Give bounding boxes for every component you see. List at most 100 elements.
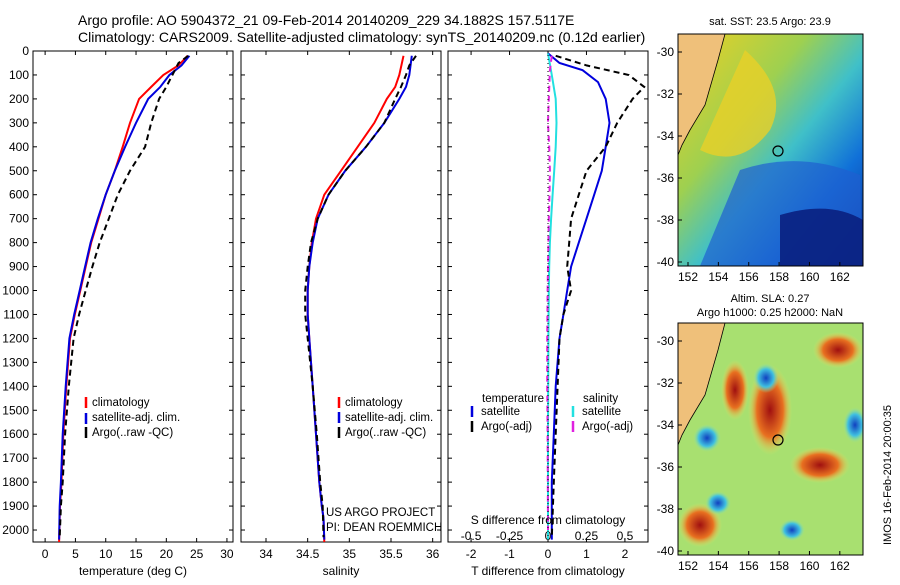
x-tick-label: 15 (129, 547, 143, 561)
lon-tick-label: 158 (769, 270, 789, 284)
imos-timestamp: IMOS 16-Feb-2014 20:00:35 (882, 405, 894, 545)
lat-tick-label: -40 (657, 544, 675, 558)
legend-label: satellite-adj. clim. (345, 412, 433, 424)
figure-title-line-2: Climatology: CARS2009. Satellite-adjuste… (78, 29, 645, 45)
depth-tick-label: 700 (9, 212, 29, 226)
x-tick-label: 35 (343, 547, 357, 561)
difference-legend: temperature satellite Argo(-adj) salinit… (470, 393, 633, 433)
s-tick-label: 0.25 (575, 529, 599, 543)
negative-sla-eddy (843, 407, 863, 443)
lat-tick-label: -40 (657, 255, 675, 269)
positive-sla-eddy (813, 332, 863, 368)
depth-tick-label: 1600 (2, 427, 29, 441)
lon-tick-label: 152 (678, 270, 698, 284)
x-tick-label: 36 (426, 547, 440, 561)
temperature-plot-area (32, 50, 234, 543)
lat-tick-label: -36 (657, 460, 675, 474)
series-line-satellite-adj-clim- (306, 55, 413, 540)
legend-label: Argo(-adj) (481, 421, 532, 433)
depth-tick-label: 1200 (2, 331, 29, 345)
sla-map: Altim. SLA: 0.27 Argo h1000: 0.25 h2000:… (657, 293, 864, 573)
positive-sla-eddy (678, 503, 722, 547)
series-line-argo-raw-qc- (58, 54, 189, 538)
salinity-legend: climatology satellite-adj. clim. Argo(..… (326, 397, 442, 534)
sla-lon-axis: 152 154 156 158 160 162 (678, 551, 850, 573)
depth-tick-label: 1000 (2, 284, 29, 298)
x-tick-label: 5 (72, 547, 79, 561)
s-tick-label: -0.5 (461, 529, 482, 543)
lat-tick-label: -38 (657, 213, 675, 227)
x-tick-label: 35.5 (379, 547, 403, 561)
legend-group-title: temperature (482, 393, 544, 405)
lat-tick-label: -30 (657, 334, 675, 348)
legend-label: climatology (92, 397, 150, 409)
lon-tick-label: 162 (830, 559, 850, 573)
figure-title-line-1: Argo profile: AO 5904372_21 09-Feb-2014 … (78, 12, 574, 28)
positive-sla-eddy (721, 360, 749, 420)
s-tick-label: 0.5 (617, 529, 634, 543)
land-mass (678, 34, 726, 156)
lon-tick-label: 160 (799, 559, 819, 573)
lat-tick-label: -32 (657, 376, 675, 390)
land-mass (678, 323, 726, 446)
x-tick-label: 10 (99, 547, 113, 561)
difference-s-label: S difference from climatology (471, 513, 626, 527)
lon-tick-label: 154 (708, 559, 728, 573)
depth-tick-label: 600 (9, 188, 29, 202)
legend-label: Argo(..raw -QC) (345, 427, 426, 439)
argo-location-marker (772, 145, 784, 157)
sla-map-title: Altim. SLA: 0.27 (731, 293, 810, 305)
legend-label: satellite (582, 406, 621, 418)
profile-series (58, 52, 646, 543)
depth-tick-label: 100 (9, 68, 29, 82)
warm-sst-region (700, 50, 777, 157)
lon-tick-label: 154 (708, 270, 728, 284)
legend-label: satellite-adj. clim. (92, 412, 180, 424)
depth-tick-label: 1500 (2, 403, 29, 417)
depth-tick-label: 1400 (2, 379, 29, 393)
x-tick-label: 1 (583, 547, 590, 561)
x-tick-label: 20 (160, 547, 174, 561)
temperature-x-label: temperature (deg C) (79, 564, 187, 578)
depth-tick-label: 0 (22, 44, 29, 58)
x-tick-label: 34 (259, 547, 273, 561)
s-tick-label: -0.25 (496, 529, 524, 543)
depth-tick-label: 1900 (2, 499, 29, 513)
sla-lat-axis: -30 -32 -34 -36 -38 -40 (657, 334, 682, 558)
sst-map: sat. SST: 23.5 Argo: 23.9 -30-32-34-36-3… (657, 16, 864, 284)
series-line-argo-raw-qc- (304, 55, 417, 538)
depth-tick-label: 1100 (3, 307, 29, 321)
salinity-x-label: salinity (323, 564, 360, 578)
lat-tick-label: -34 (657, 418, 675, 432)
legend-label: Argo(-adj) (582, 421, 633, 433)
depth-tick-label: 800 (9, 236, 29, 250)
lat-tick-label: -32 (657, 87, 675, 101)
series-line-satellite-adj-clim- (58, 55, 191, 540)
legend-label: satellite (481, 406, 520, 418)
pi-annotation: PI: DEAN ROEMMICH (326, 522, 442, 534)
depth-axis: 0 100 200 300 400 500 600 700 800 900 1000 1100 1200… (2, 44, 648, 537)
sst-map-title: sat. SST: 23.5 Argo: 23.9 (709, 16, 831, 28)
depth-tick-label: 500 (9, 164, 29, 178)
depth-tick-label: 300 (9, 116, 29, 130)
x-tick-label: 0 (545, 547, 552, 561)
coldest-sst-region (780, 208, 863, 266)
x-axes: 0 5 10 15 20 25 30 34 34.5 35 35.5 36 -2 -1 0 1 2 -0.5 -0.… (42, 51, 634, 561)
project-annotation: US ARGO PROJECT (326, 507, 435, 519)
series-line-salinity-argo-adj- (546, 55, 553, 531)
x-tick-label: -2 (466, 547, 477, 561)
legend-label: Argo(..raw -QC) (92, 427, 173, 439)
x-tick-label: 34.5 (296, 547, 320, 561)
depth-tick-label: 400 (9, 140, 29, 154)
depth-tick-label: 1300 (2, 355, 29, 369)
lat-tick-label: -36 (657, 171, 675, 185)
negative-sla-eddy (779, 519, 805, 541)
series-line-salinity-satellite (547, 53, 558, 540)
lon-tick-label: 152 (678, 559, 698, 573)
salinity-plot-area (240, 50, 442, 543)
legend-label: climatology (345, 397, 403, 409)
negative-sla-eddy (693, 424, 721, 452)
negative-sla-eddy (705, 491, 731, 515)
lon-tick-label: 156 (739, 559, 759, 573)
